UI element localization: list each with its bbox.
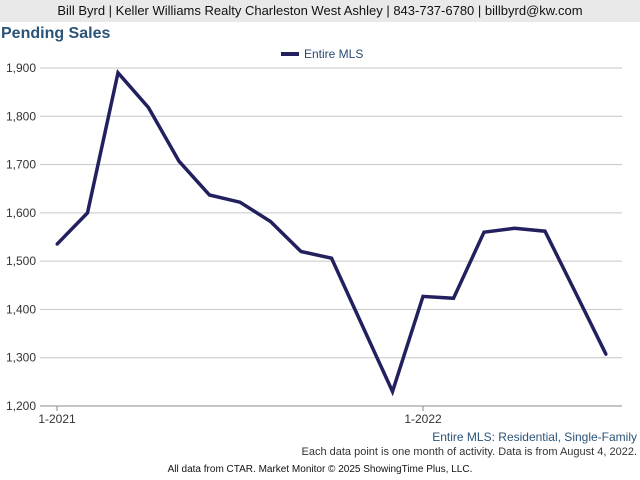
y-tick-label: 1,200: [6, 399, 36, 413]
mls-filter-note: Entire MLS: Residential, Single-Family: [432, 430, 637, 444]
x-tick-label: 1-2022: [404, 412, 442, 426]
y-tick-label: 1,700: [6, 158, 36, 172]
data-point: [574, 291, 577, 295]
data-point: [482, 230, 486, 234]
data-point: [543, 229, 547, 233]
y-tick-label: 1,400: [6, 302, 36, 316]
data-point: [55, 242, 59, 246]
y-tick-label: 1,500: [6, 254, 36, 268]
y-tick-label: 1,600: [6, 206, 36, 220]
data-point: [513, 226, 516, 230]
y-tick-label: 1,900: [6, 61, 36, 75]
data-point: [147, 106, 150, 110]
data-point: [299, 249, 303, 253]
copyright-footer: All data from CTAR. Market Monitor © 202…: [167, 464, 473, 475]
data-note: Each data point is one month of activity…: [301, 446, 637, 458]
x-tick-label: 1-2021: [38, 412, 76, 426]
y-tick-label: 1,800: [6, 109, 36, 123]
data-point: [391, 390, 394, 394]
chart-title: Pending Sales: [1, 25, 111, 42]
data-point: [604, 352, 608, 356]
data-point: [238, 200, 242, 204]
data-point: [116, 71, 120, 75]
data-point: [452, 296, 455, 300]
data-point: [360, 323, 364, 327]
data-point: [269, 220, 272, 224]
data-point: [330, 256, 333, 260]
agent-contact-bar: Bill Byrd | Keller Williams Realty Charl…: [0, 0, 640, 22]
legend-label: Entire MLS: [304, 47, 363, 61]
data-point: [177, 159, 181, 163]
data-point: [86, 211, 89, 215]
data-point: [208, 193, 211, 197]
data-point: [421, 294, 425, 298]
series-line-entire-mls: [55, 69, 608, 397]
y-tick-label: 1,300: [6, 351, 36, 365]
